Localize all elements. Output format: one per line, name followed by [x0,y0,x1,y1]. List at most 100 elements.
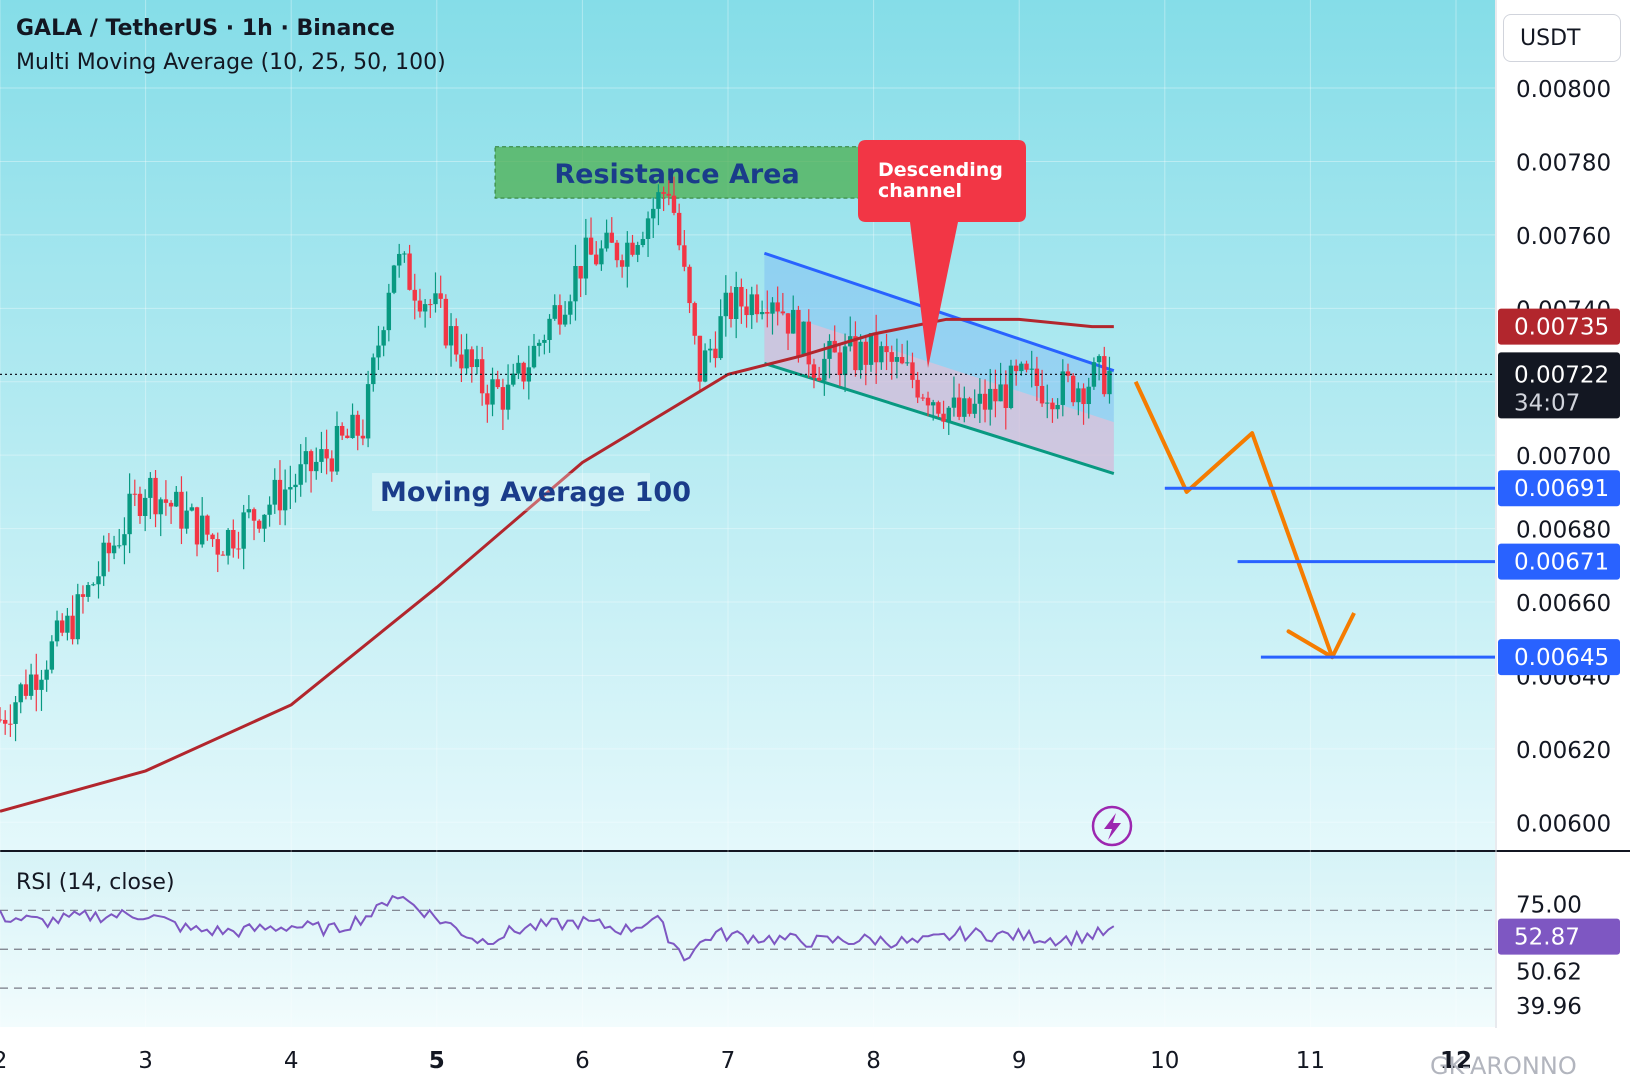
candle-body [85,585,91,597]
candle-body [863,341,869,365]
candle-body [604,232,609,249]
candle-body [728,292,734,320]
candle-body [1076,388,1081,403]
candle-body [106,542,112,554]
candle-body [1055,404,1060,410]
target-badge: 0.00671 [1514,550,1609,576]
candle-body [469,349,474,368]
candle-body [905,362,910,364]
candle-body [1034,368,1040,386]
candle-body [1050,402,1055,410]
rsi-value-badge-bg [1498,918,1620,955]
rsi-label[interactable]: RSI (14, close) [16,870,175,895]
candle-body [796,309,801,357]
candle-body [454,326,459,355]
candle-body [329,458,335,472]
candle-body [630,242,635,255]
candle-body [599,248,604,265]
price-tick: 0.00600 [1516,811,1611,837]
resistance-label: Resistance Area [554,159,799,190]
time-tick: 10 [1150,1048,1179,1074]
ma-label-bg [372,473,650,511]
indicator-label[interactable]: Multi Moving Average (10, 25, 50, 100) [16,50,446,75]
projection [1133,380,1356,660]
candle-body [713,348,718,359]
candle-body [1029,368,1034,370]
candle-body [350,414,355,439]
candle-body [174,491,179,507]
candle-body [811,364,817,378]
candle-body [583,237,589,279]
candle-body [671,195,677,213]
candle-body [801,321,806,357]
flash-icon-bolt [1104,813,1121,840]
candle-body [199,515,205,545]
candle-body [702,350,708,382]
candle-body [531,345,537,368]
candle-body [1081,388,1086,405]
candle-body [1070,375,1076,403]
candle-body [334,425,340,472]
flash-icon [1091,805,1133,847]
candle-body [827,340,832,359]
candle-body [365,384,371,439]
candle-body [215,539,220,555]
candle-body [163,499,169,503]
candle-body [371,357,376,385]
candle-body [319,449,324,462]
channel-fill-lower [764,308,1114,474]
time-tick: 11 [1296,1048,1325,1074]
candle-body [682,245,687,267]
candle-body [956,397,962,417]
candle-body [1091,362,1097,387]
candle-body [18,684,23,703]
candle-body [132,493,137,495]
candle-body [438,293,443,299]
candle-body [879,346,884,363]
candle-body [70,615,75,640]
candle-body [505,384,511,410]
candle-body [500,387,506,410]
candle-body [770,302,775,314]
watermark: GK-ARONNO [1430,1052,1577,1080]
candle-body [257,520,262,529]
rsi-levels [0,909,1495,989]
last-price-badge-bg [1498,352,1620,419]
candle-body [448,326,454,346]
candle-body [54,620,60,642]
candle-body [977,393,983,404]
target-lines [1164,486,1495,659]
candle-body [122,534,127,546]
candle-body [998,384,1003,402]
candle-body [765,312,770,314]
candle-body [49,641,55,670]
candle-body [744,306,749,316]
main-pane [0,0,1495,850]
candle-body [391,265,397,293]
candle-body [1065,371,1071,376]
candle-body [220,554,226,556]
candle-body [288,487,293,490]
currency-button[interactable]: USDT [1503,14,1621,62]
time-tick: 7 [721,1048,736,1074]
ma100-path [0,317,1114,813]
candle-body [282,489,288,511]
candle-body [780,311,786,314]
candle-body [386,292,392,331]
candle-body [44,669,49,680]
rsi-path [0,894,1115,962]
candle-body [189,507,195,511]
candle-body [464,349,469,369]
candle-body [376,345,381,358]
candle-body [148,477,153,498]
candle-body [308,451,314,472]
candle-body [962,398,967,417]
projection-path [1133,380,1356,660]
candle-body [785,313,791,334]
callout-line-1: Descending [878,159,1003,181]
candle-body [324,449,329,459]
resistance-box [494,146,860,199]
candle-body [485,393,490,405]
candle-body [210,534,215,540]
